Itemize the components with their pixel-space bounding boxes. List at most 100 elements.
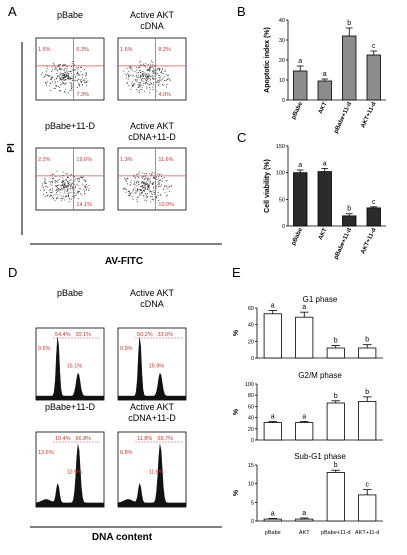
y-axis-label: % <box>233 489 240 496</box>
flow-dot <box>167 188 169 190</box>
flow-dot <box>142 76 144 77</box>
flow-dot <box>157 191 159 193</box>
flow-plot-title: cDNA <box>140 21 164 31</box>
flow-dot <box>59 79 61 81</box>
flow-dot <box>80 79 82 80</box>
flow-dot <box>87 80 89 82</box>
quadrant-ur-label: 19.6% <box>76 157 92 163</box>
flow-dot <box>170 186 172 187</box>
significance-label: b <box>365 389 369 396</box>
flow-dot <box>165 180 167 182</box>
flow-dot <box>70 78 72 79</box>
bar <box>326 402 345 441</box>
flow-dot <box>65 70 67 72</box>
flow-dot <box>162 188 164 190</box>
flow-dot <box>145 75 147 77</box>
flow-dot <box>62 177 64 179</box>
flow-dot <box>73 180 75 182</box>
flow-dot <box>82 176 84 178</box>
flow-dot <box>142 186 144 188</box>
flow-dot <box>157 81 159 83</box>
flow-dot <box>162 69 163 70</box>
flow-dot <box>79 85 80 87</box>
flow-dot <box>67 74 69 76</box>
flow-dot <box>41 72 43 74</box>
flow-dot <box>166 84 168 85</box>
x-tick-label: pBabe <box>265 530 281 536</box>
bar <box>358 400 377 441</box>
flow-dot <box>71 78 73 80</box>
flow-dot <box>53 64 55 66</box>
flow-dot <box>64 88 66 90</box>
flow-dot <box>153 78 155 80</box>
flow-dot <box>49 85 51 87</box>
flow-dot <box>147 78 149 80</box>
flow-dot <box>134 184 136 186</box>
flow-dot <box>145 182 147 184</box>
flow-dot <box>157 173 159 175</box>
flow-dot <box>61 79 63 81</box>
flow-dot <box>78 190 80 192</box>
flow-dot <box>63 179 65 181</box>
flow-dot <box>142 181 144 183</box>
flow-dot <box>155 72 157 73</box>
flow-dot <box>51 180 53 182</box>
flow-dot <box>76 73 78 75</box>
flow-dot <box>68 184 70 185</box>
flow-dot <box>142 78 144 79</box>
flow-dot <box>51 69 53 71</box>
flow-dot <box>169 190 170 192</box>
flow-dot <box>45 82 47 83</box>
flow-dot <box>148 180 150 182</box>
flow-dot <box>84 186 86 188</box>
flow-dot <box>142 181 143 183</box>
flow-dot <box>159 186 161 187</box>
flow-dot <box>143 64 145 66</box>
flow-dot <box>136 67 138 68</box>
flow-dot <box>131 83 133 85</box>
flow-dot <box>41 74 42 76</box>
flow-dot <box>147 187 149 189</box>
flow-dot <box>55 194 57 195</box>
flow-dot <box>71 173 72 175</box>
flow-dot <box>138 86 140 88</box>
flow-dot <box>146 183 148 185</box>
flow-dot <box>161 180 163 182</box>
flow-dot <box>54 67 56 69</box>
flow-dot <box>69 77 70 79</box>
flow-dot <box>167 77 169 79</box>
flow-dot <box>152 70 154 72</box>
flow-dot <box>62 181 64 183</box>
flow-dot <box>156 176 157 178</box>
gate-subg1-label: 13.6% <box>38 450 54 456</box>
flow-dot <box>77 192 79 194</box>
flow-dot <box>78 185 80 187</box>
chart-title: Sub-G1 phase <box>294 452 346 461</box>
flow-dot <box>64 196 66 198</box>
flow-dot <box>63 79 65 81</box>
flow-dot <box>151 196 153 197</box>
flow-dot <box>50 89 52 91</box>
flow-dot <box>46 195 48 197</box>
y-tick-label: 150 <box>276 144 285 150</box>
flow-dot <box>152 78 154 80</box>
x-tick-label: pBabe+11-d <box>333 101 353 135</box>
flow-dot <box>60 68 62 70</box>
flow-dot <box>46 192 47 193</box>
x-tick-label: AKT+11-d <box>360 101 377 129</box>
flow-dot <box>59 185 61 187</box>
flow-dot <box>63 73 65 74</box>
flow-dot <box>150 180 152 182</box>
flow-dot <box>76 75 78 77</box>
flow-dot <box>65 76 67 77</box>
significance-label: a <box>302 414 306 421</box>
flow-dot <box>68 75 70 77</box>
flow-dot <box>142 176 144 177</box>
flow-dot <box>151 75 153 77</box>
gate-g2m-label: 33.0% <box>157 332 173 338</box>
flow-dot <box>84 193 86 195</box>
flow-dot <box>73 196 75 198</box>
flow-dot <box>158 68 160 70</box>
flow-plot-frame <box>117 147 187 211</box>
